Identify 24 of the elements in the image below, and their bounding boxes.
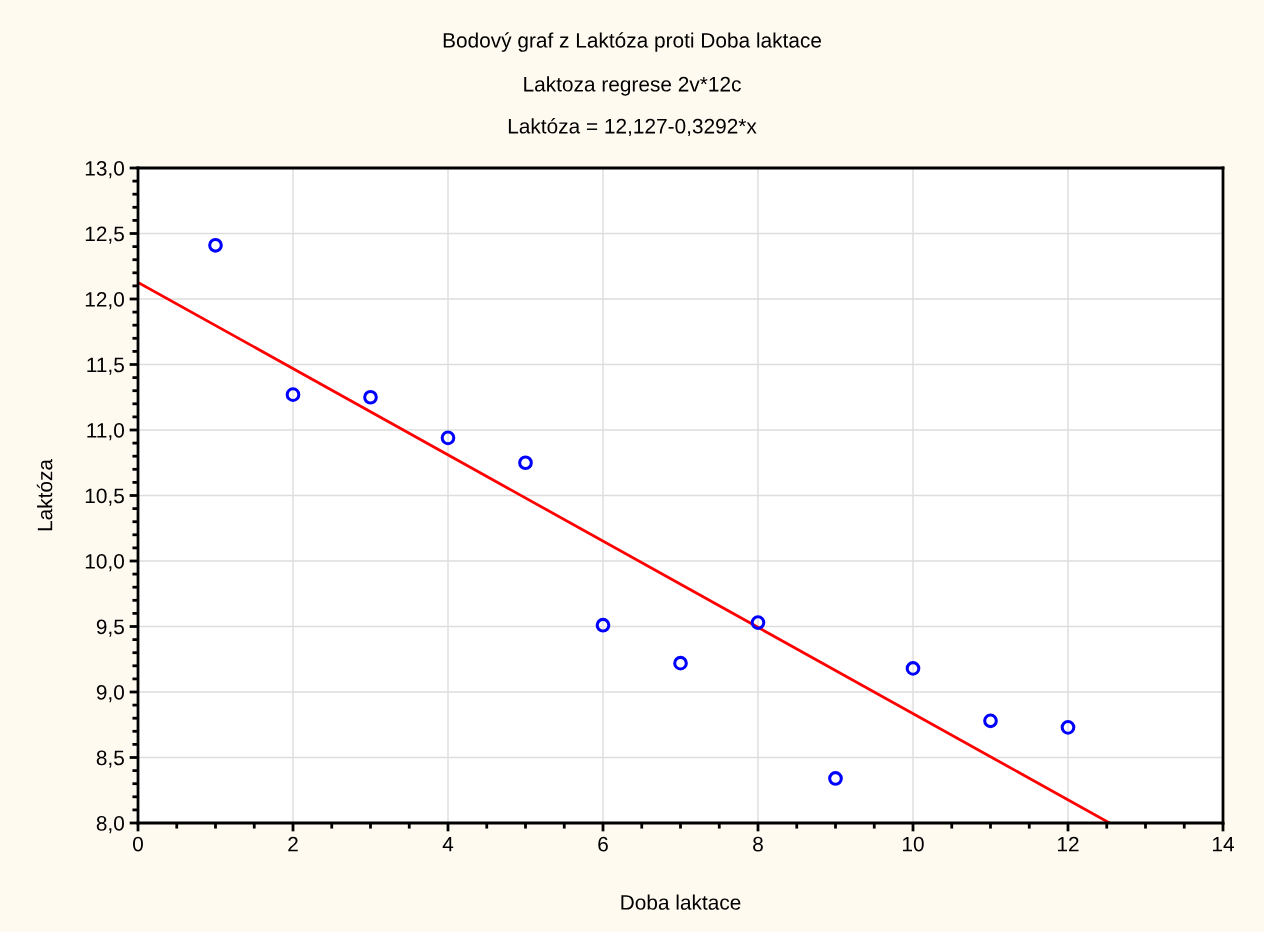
y-tick-label: 12,0 [85,292,124,310]
text: Laktóza = 12,127-0,3292*x [508,118,757,137]
x-tick-label: 12 [1058,836,1079,852]
x-tick-label: 14 [1213,836,1234,852]
y-axis-title: Laktóza [36,459,53,531]
y-tick-label: 11,5 [87,357,124,375]
y-tick-label: 10,0 [85,554,124,572]
x-tick-label: 6 [598,836,608,852]
y-tick-label: 8,5 [96,750,124,768]
y-tick-label: 12,5 [85,226,124,244]
y-tick-label: 9,0 [96,685,124,703]
x-tick-label: 8 [753,836,763,852]
y-tick-label: 13,0 [85,161,124,179]
x-tick-label: 2 [288,836,298,852]
x-tick-label: 0 [133,836,143,852]
y-tick-label: 8,0 [96,816,124,834]
chart-subtitle: Laktoza regrese 2v*12c [524,76,741,96]
y-tick-label: 11,0 [87,423,124,441]
x-axis-title: Doba laktace [621,894,741,910]
x-tick-label: 4 [442,836,454,852]
x-tick-label: 10 [903,836,924,852]
y-tick-label: 9,5 [96,619,124,637]
chart-title: Bodový graf z Laktóza proti Doba laktace [443,32,822,52]
y-tick-label: 10,5 [85,488,124,506]
